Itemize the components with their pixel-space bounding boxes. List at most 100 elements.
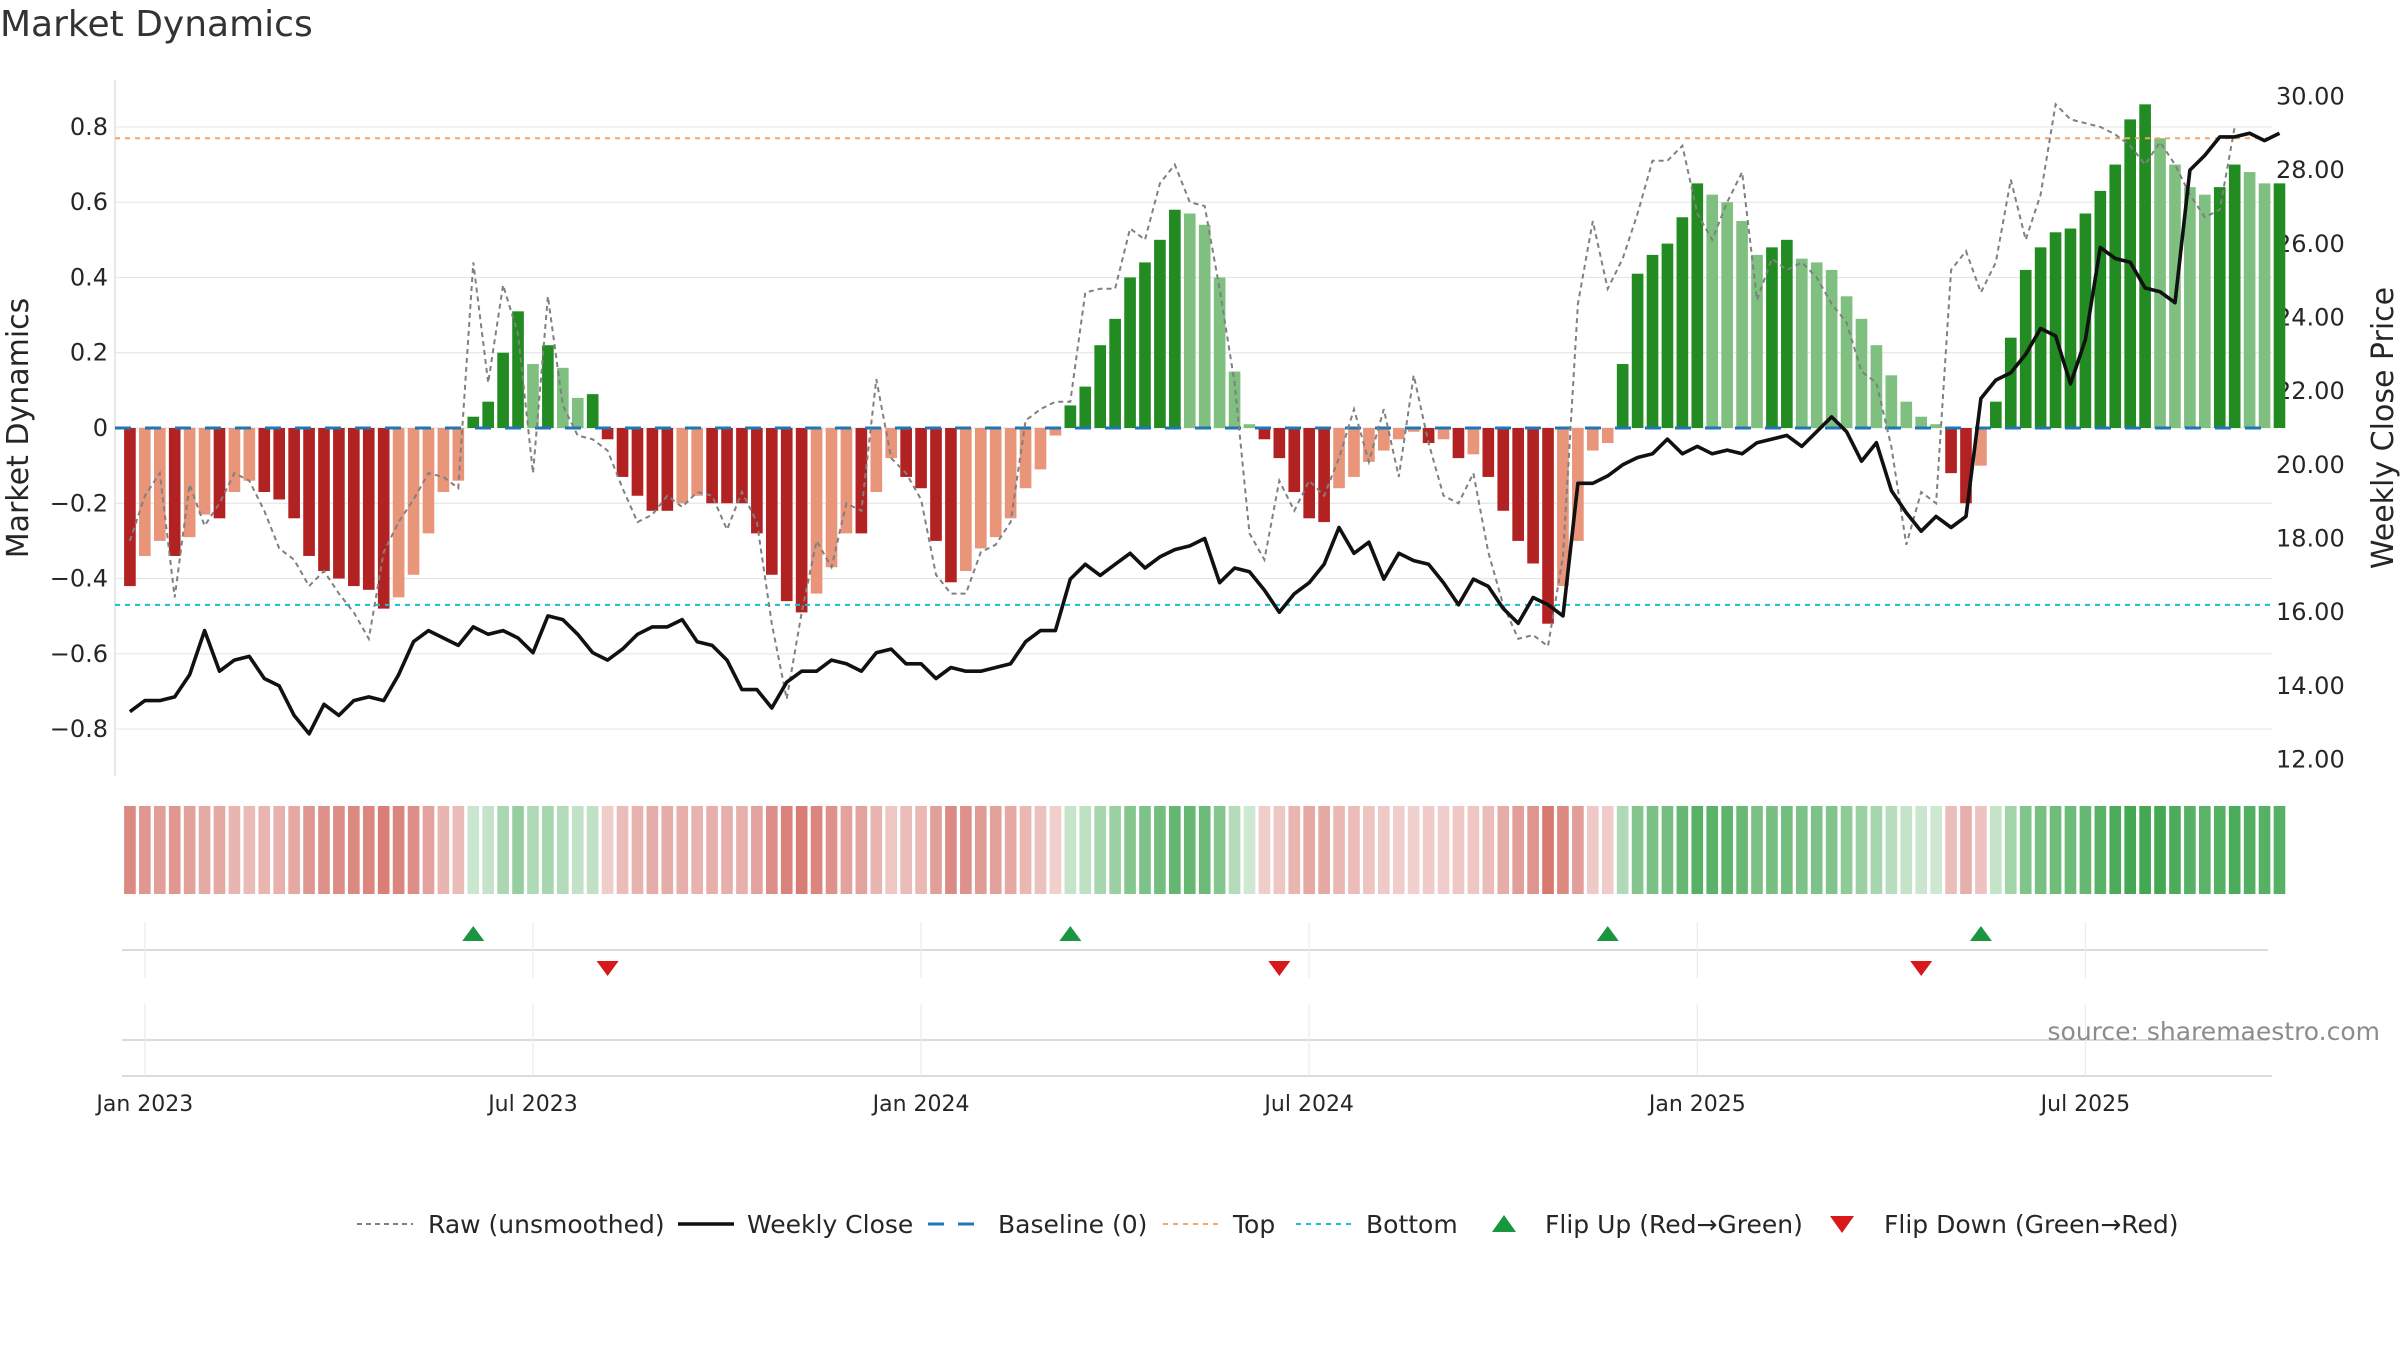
momentum-bar	[1512, 428, 1524, 541]
heat-strip-cell	[1721, 806, 1733, 894]
heat-strip-cell	[1542, 806, 1554, 894]
momentum-bar	[1810, 262, 1823, 428]
heat-strip-cell	[2064, 806, 2077, 894]
momentum-bar	[1631, 273, 1644, 428]
heat-strip-cell	[691, 806, 703, 894]
momentum-bar	[930, 428, 942, 541]
x-tick-label: Jul 2025	[2039, 1092, 2131, 1117]
momentum-bar	[1751, 254, 1763, 428]
heat-strip-cell	[2019, 806, 2032, 894]
heat-strip-cell	[810, 806, 823, 894]
momentum-bar	[2139, 104, 2151, 428]
legend-label-raw: Raw (unsmoothed)	[428, 1210, 665, 1239]
heat-strip-cell	[795, 806, 808, 894]
momentum-bar	[1736, 221, 1748, 428]
legend-label-flip_up: Flip Up (Red→Green)	[1545, 1210, 1803, 1239]
x-tick-label: Jul 2023	[486, 1092, 578, 1117]
momentum-bar	[1094, 345, 1107, 428]
momentum-bar	[989, 428, 1002, 538]
heat-strip-cell	[2213, 806, 2226, 894]
momentum-bar	[2079, 213, 2092, 428]
momentum-bar	[1601, 428, 1614, 444]
heat-strip-cell	[2109, 806, 2122, 894]
momentum-bar	[2004, 337, 2017, 428]
source-note: source: sharemaestro.com	[2048, 1017, 2381, 1046]
left-tick-label: 0.6	[70, 188, 108, 216]
x-tick-label: Jul 2024	[1262, 1092, 1354, 1117]
heat-strip-cell	[183, 806, 196, 894]
chart-title: Market Dynamics	[0, 4, 313, 45]
momentum-bar	[1422, 428, 1435, 444]
right-tick-label: 28.00	[2276, 156, 2345, 184]
heat-strip-cell	[422, 806, 435, 894]
momentum-bar	[437, 428, 450, 492]
heat-strip-cell	[243, 806, 256, 894]
heat-strip-cell	[2154, 806, 2166, 894]
momentum-bar	[1930, 424, 1942, 428]
heat-strip-cell	[1437, 806, 1450, 894]
momentum-bar	[392, 428, 405, 598]
heat-strip-cell	[571, 806, 584, 894]
momentum-bar	[2199, 194, 2211, 428]
heat-strip-cell	[915, 806, 927, 894]
heat-strip-cell	[333, 806, 345, 894]
momentum-bar	[1661, 243, 1674, 428]
heat-strip-cell	[213, 806, 226, 894]
momentum-bar	[2273, 183, 2286, 428]
legend-label-baseline: Baseline (0)	[998, 1210, 1147, 1239]
momentum-bar	[273, 428, 286, 500]
heat-strip-cell	[1960, 806, 1972, 894]
heat-strip-cell	[2258, 806, 2271, 894]
momentum-bar	[571, 397, 584, 428]
flip-up-marker	[1969, 926, 1992, 941]
left-tick-label: −0.8	[50, 715, 108, 743]
heat-strip-cell	[1422, 806, 1435, 894]
heat-strip-cell	[1885, 806, 1898, 894]
momentum-bar	[1288, 428, 1301, 492]
momentum-bar	[377, 428, 390, 609]
heat-strip-cell	[1810, 806, 1823, 894]
momentum-bar	[974, 428, 987, 549]
momentum-bar	[243, 428, 256, 481]
heat-strip-cell	[1407, 806, 1420, 894]
momentum-bar	[422, 428, 435, 534]
right-tick-label: 14.00	[2276, 672, 2345, 700]
momentum-bar	[512, 311, 524, 428]
heat-strip-cell	[1049, 806, 1062, 894]
momentum-bar	[124, 428, 136, 587]
momentum-bar	[810, 428, 823, 594]
heat-strip-cell	[721, 806, 733, 894]
heat-strip-cell	[1378, 806, 1390, 894]
momentum-bar	[1586, 428, 1599, 451]
momentum-bar	[1183, 213, 1196, 428]
momentum-bar	[915, 428, 927, 489]
flip-down-marker	[1268, 961, 1291, 976]
momentum-bar	[676, 428, 689, 504]
heat-strip-cell	[2079, 806, 2092, 894]
momentum-bar	[885, 428, 898, 459]
heat-strip-cell	[646, 806, 659, 894]
momentum-bar	[601, 428, 614, 440]
heat-strip-cell	[1452, 806, 1465, 894]
heat-strip-cell	[1019, 806, 1032, 894]
heat-strip-cell	[2184, 806, 2196, 894]
heat-strip-cell	[1004, 806, 1017, 894]
heat-strip-cell	[1766, 806, 1778, 894]
momentum-bar	[2228, 164, 2241, 428]
flip-down-marker	[1910, 961, 1933, 976]
left-tick-label: 0	[93, 414, 108, 442]
momentum-bar	[1392, 428, 1405, 440]
momentum-bar	[2049, 232, 2062, 428]
momentum-bar	[870, 428, 883, 492]
heat-strip-cell	[1363, 806, 1375, 894]
heat-strip-cell	[1825, 806, 1838, 894]
heat-strip-cell	[467, 806, 480, 894]
momentum-bar	[1154, 239, 1166, 428]
heat-strip-cell	[1795, 806, 1808, 894]
momentum-bar	[497, 352, 509, 428]
momentum-bar	[1333, 428, 1345, 489]
heat-strip-cell	[437, 806, 450, 894]
right-tick-label: 26.00	[2276, 230, 2345, 258]
heat-strip-cell	[1990, 806, 2002, 894]
